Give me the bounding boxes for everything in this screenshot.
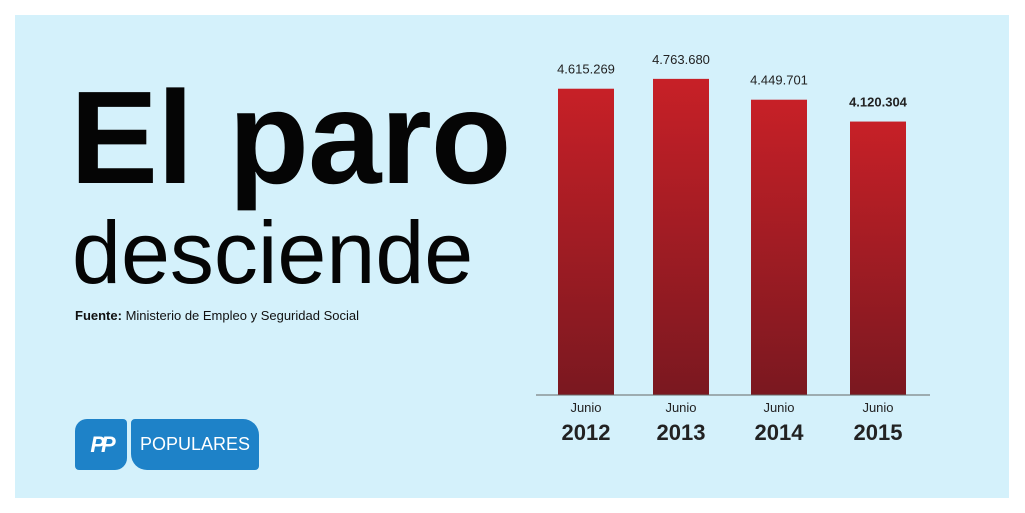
source-label: Fuente: [75, 308, 122, 323]
headline-line-2: desciende [72, 203, 474, 302]
year-label-2012: 2012 [562, 420, 611, 445]
value-label-2014: 4.449.701 [750, 73, 808, 88]
pp-logo-icon: PP [75, 419, 127, 470]
value-label-2015: 4.120.304 [849, 95, 908, 110]
month-label-2013: Junio [665, 400, 696, 415]
source-text: Ministerio de Empleo y Seguridad Social [125, 308, 359, 323]
value-label-2013: 4.763.680 [652, 52, 710, 67]
year-label-2013: 2013 [657, 420, 706, 445]
month-label-2015: Junio [862, 400, 893, 415]
month-label-2012: Junio [570, 400, 601, 415]
month-label-2014: Junio [763, 400, 794, 415]
source-note: Fuente: Ministerio de Empleo y Seguridad… [75, 308, 359, 323]
background-panel [15, 15, 1009, 498]
headline-line-1: El paro [70, 64, 511, 211]
bar-2015 [850, 121, 906, 395]
bar-2014 [751, 99, 807, 395]
bar-2013 [653, 78, 709, 396]
bar-2012 [558, 88, 614, 396]
year-label-2015: 2015 [854, 420, 903, 445]
year-label-2014: 2014 [755, 420, 805, 445]
value-label-2012: 4.615.269 [557, 62, 615, 77]
populares-logo: POPULARES [131, 419, 259, 470]
pp-logo-mark: PP [90, 431, 115, 457]
